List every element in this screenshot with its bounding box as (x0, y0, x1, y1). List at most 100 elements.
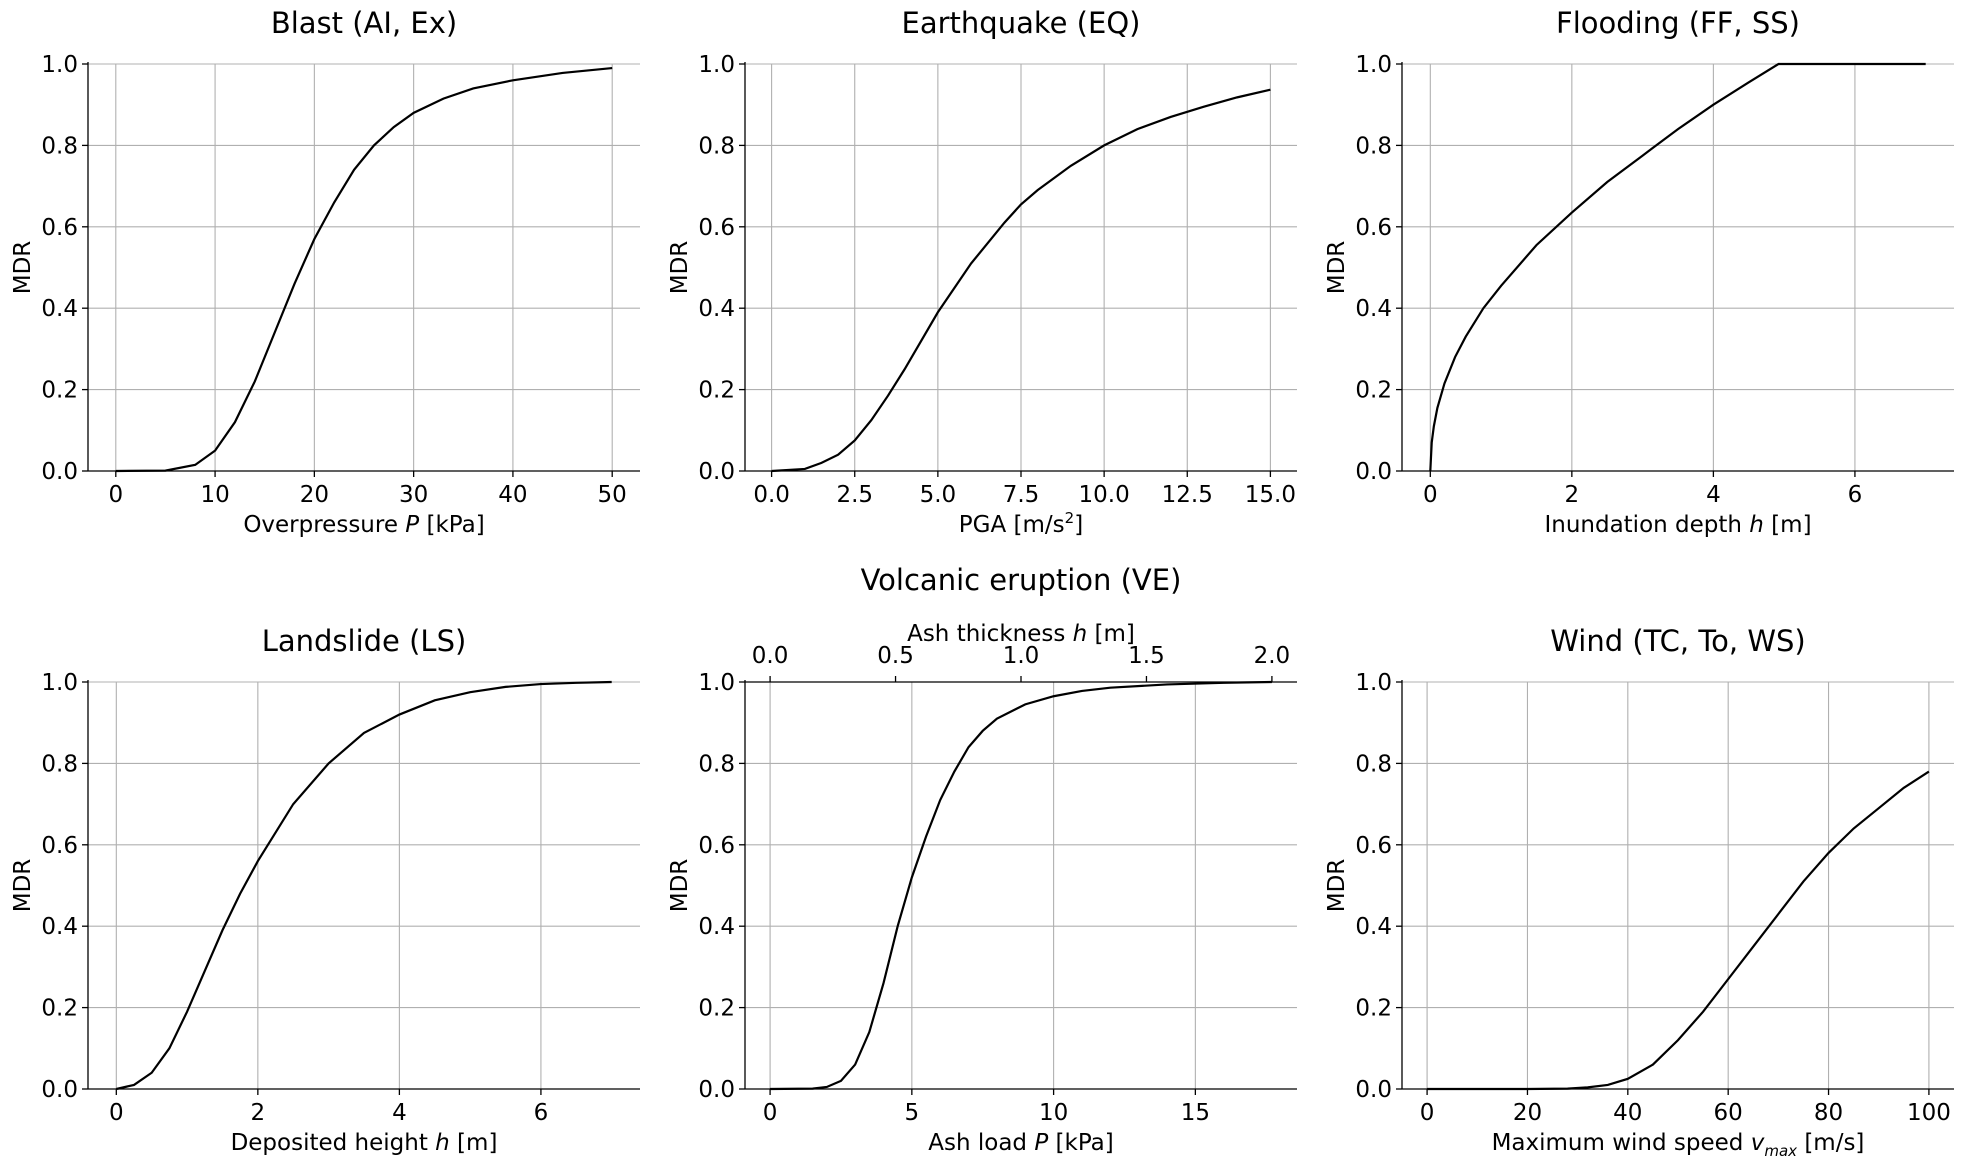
y-tick-label-4: 0.8 (41, 133, 78, 159)
x2-tick-label-0: 0.0 (752, 643, 789, 669)
y-tick-label-0: 0.0 (698, 1077, 735, 1103)
series-line-mdr (1429, 62, 1926, 472)
series-line-mdr (771, 88, 1271, 473)
x-axis-label-post: [m] (450, 1130, 498, 1156)
chart-panel-4: 0 2 4 6 0.0 0.2 0.4 0.6 0.8 1.0 Deposited height h… (10, 624, 640, 1156)
x-tick-label-3: 60 (1714, 1100, 1743, 1126)
y-tick-label-5: 1.0 (41, 52, 78, 78)
y-tick-label-4: 0.8 (1355, 133, 1392, 159)
x-tick-label-3: 30 (399, 482, 428, 508)
x-tick-label-0: 0 (108, 482, 123, 508)
x-tick-label-0: 0 (1423, 482, 1438, 508)
y-axis-label: MDR (1324, 859, 1350, 913)
x-tick-label-2: 4 (392, 1100, 407, 1126)
x-tick-label-2: 10 (1039, 1100, 1068, 1126)
x2-tick-label-3: 1.5 (1128, 643, 1165, 669)
y-tick-label-1: 0.2 (1355, 996, 1392, 1022)
x-tick-label-0: 0.0 (753, 482, 790, 508)
y-tick-label-3: 0.6 (41, 215, 78, 241)
x-axis-label-var: h (435, 1130, 450, 1156)
y-tick-label-5: 1.0 (698, 670, 735, 696)
x-axis-label-pre: Inundation depth (1544, 512, 1749, 538)
x-axis-label-post: ] (1074, 512, 1083, 538)
x-tick-label-2: 4 (1706, 482, 1721, 508)
x-tick-label-0: 0 (1420, 1100, 1435, 1126)
x-tick-label-3: 6 (534, 1100, 549, 1126)
x-tick-label-0: 0 (763, 1100, 778, 1126)
chart-title: Volcanic eruption (VE) (861, 563, 1182, 597)
y-tick-label-1: 0.2 (41, 996, 78, 1022)
x-axis-label: Maximum wind speed vmax [m/s] (1492, 1130, 1865, 1160)
x-axis-label-pre: Ash load (928, 1130, 1034, 1156)
x-axis-label: PGA [m/s2] (959, 509, 1083, 538)
y-tick-label-3: 0.6 (698, 833, 735, 859)
x-tick-label-3: 7.5 (1003, 482, 1040, 508)
x-axis-label: Overpressure P [kPa] (243, 512, 484, 538)
x-tick-label-3: 6 (1848, 482, 1863, 508)
y-tick-label-5: 1.0 (1355, 52, 1392, 78)
x-axis-label-post: [m/s] (1797, 1130, 1864, 1156)
chart-panel-1: 0 10 20 30 40 50 0.0 0.2 0.4 0.6 0.8 1.0 Overpressur… (10, 6, 640, 538)
x-axis-label-var: P (405, 512, 419, 538)
x-axis-label-pre: PGA [m/s (959, 512, 1065, 538)
x-tick-label-4: 80 (1814, 1100, 1843, 1126)
chart-panel-3: 0 2 4 6 0.0 0.2 0.4 0.6 0.8 1.0 Inundation depth h… (1324, 6, 1954, 538)
x-axis-label-var: h (1749, 512, 1764, 538)
y-tick-label-3: 0.6 (698, 215, 735, 241)
x2-tick-label-4: 2.0 (1254, 643, 1291, 669)
y-tick-label-2: 0.4 (41, 914, 78, 940)
x-axis-label: Deposited height h [m] (231, 1130, 498, 1156)
chart-title: Wind (TC, To, WS) (1550, 624, 1805, 658)
x-tick-label-2: 5.0 (920, 482, 957, 508)
x-tick-label-5: 50 (598, 482, 627, 508)
series-line-mdr (1427, 770, 1930, 1091)
y-tick-label-3: 0.6 (1355, 833, 1392, 859)
x-axis-label-post: [m] (1764, 512, 1812, 538)
y-tick-label-4: 0.8 (698, 751, 735, 777)
chart-title: Flooding (FF, SS) (1556, 6, 1800, 40)
y-tick-label-3: 0.6 (41, 833, 78, 859)
x-tick-label-1: 2.5 (836, 482, 873, 508)
y-tick-label-0: 0.0 (41, 459, 78, 485)
x-axis-label-var: P (1034, 1130, 1048, 1156)
x-axis-label-pre: Deposited height (231, 1130, 436, 1156)
x2-tick-label-2: 1.0 (1003, 643, 1040, 669)
x-axis-label-post: [kPa] (419, 512, 485, 538)
x2-axis-label-post: [m] (1087, 621, 1135, 647)
y-tick-label-0: 0.0 (1355, 1077, 1392, 1103)
y-tick-label-0: 0.0 (1355, 459, 1392, 485)
y-tick-label-1: 0.2 (1355, 378, 1392, 404)
chart-panel-2: 0.0 2.5 5.0 7.5 10.0 12.5 15.0 0.0 0.2 0.4 0.6 0.8 1… (667, 6, 1297, 538)
x-tick-label-2: 40 (1613, 1100, 1642, 1126)
x2-axis-label-var: h (1073, 621, 1088, 647)
x-tick-label-3: 15 (1181, 1100, 1210, 1126)
chart-title: Landslide (LS) (262, 624, 467, 658)
x2-axis-label-pre: Ash thickness (907, 621, 1073, 647)
y-tick-label-4: 0.8 (41, 751, 78, 777)
x-tick-label-1: 10 (200, 482, 229, 508)
y-tick-label-2: 0.4 (1355, 296, 1392, 322)
y-tick-label-3: 0.6 (1355, 215, 1392, 241)
y-axis-label: MDR (1324, 241, 1350, 295)
y-tick-label-1: 0.2 (698, 996, 735, 1022)
y-tick-label-2: 0.4 (1355, 914, 1392, 940)
x-tick-label-6: 15.0 (1245, 482, 1296, 508)
x-axis-label-sub: max (1764, 1142, 1797, 1160)
y-axis-label: MDR (10, 241, 36, 295)
chart-panel-6: 0 20 40 60 80 100 0.0 0.2 0.4 0.6 0.8 1.0 Maximum wi… (1324, 624, 1954, 1160)
x-tick-label-1: 20 (1513, 1100, 1542, 1126)
x-tick-label-1: 5 (905, 1100, 920, 1126)
x-axis-label: Ash load P [kPa] (928, 1130, 1113, 1156)
x-axis-label-var: v (1751, 1130, 1765, 1156)
y-tick-label-5: 1.0 (698, 52, 735, 78)
chart-title: Blast (AI, Ex) (271, 6, 457, 40)
x-tick-label-2: 20 (300, 482, 329, 508)
chart-title: Earthquake (EQ) (902, 6, 1141, 40)
series-line-mdr (116, 680, 612, 1091)
y-axis-label: MDR (667, 241, 693, 295)
y-tick-label-4: 0.8 (698, 133, 735, 159)
x-tick-label-0: 0 (109, 1100, 124, 1126)
x-tick-label-1: 2 (251, 1100, 266, 1126)
x2-axis-label: Ash thickness h [m] (907, 621, 1135, 647)
